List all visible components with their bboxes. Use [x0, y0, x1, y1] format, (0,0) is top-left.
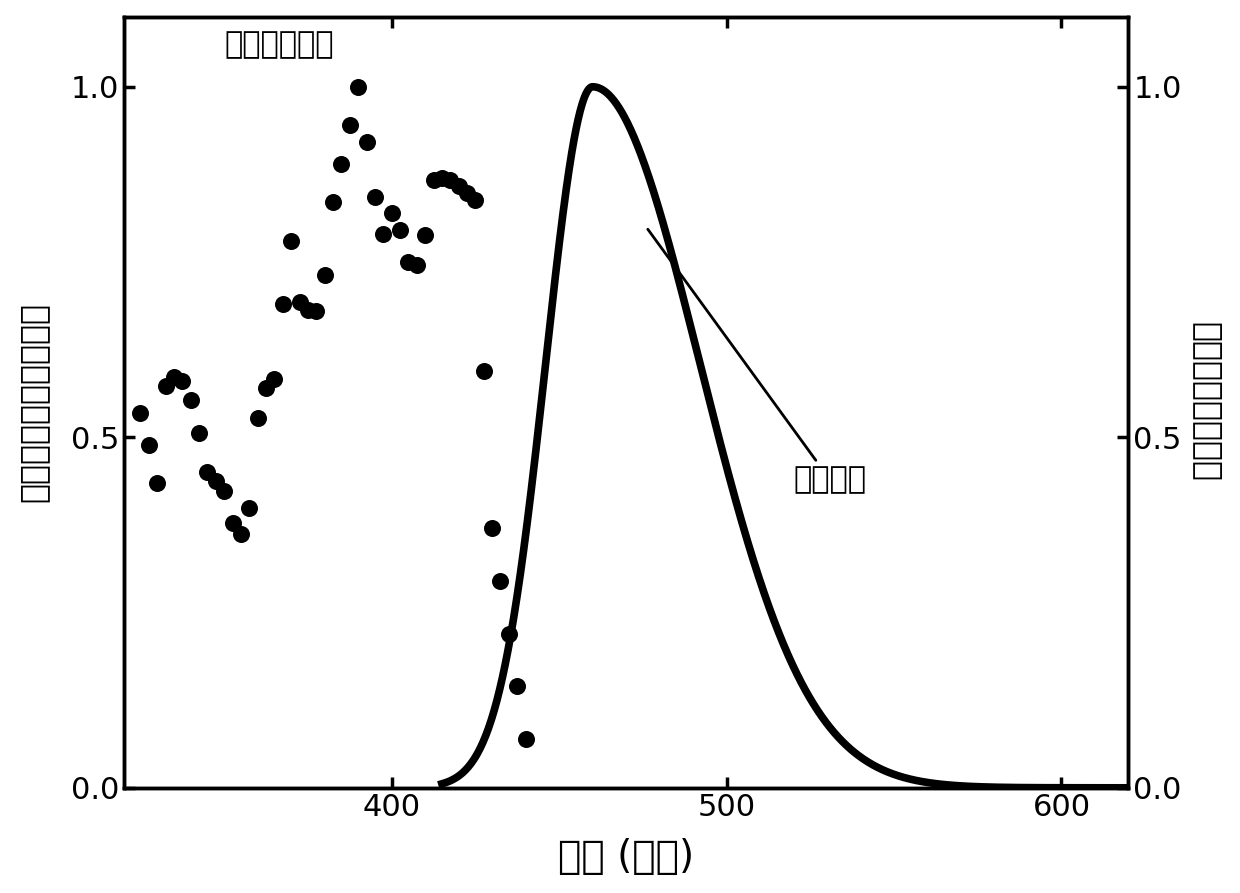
- Point: [415, 228, 435, 242]
- Point: [432, 171, 451, 185]
- Point: [357, 135, 377, 149]
- Point: [181, 393, 201, 407]
- Point: [172, 374, 192, 388]
- Point: [298, 303, 317, 317]
- Point: [407, 258, 427, 272]
- Point: [474, 363, 494, 378]
- Point: [197, 465, 217, 480]
- Point: [139, 438, 159, 453]
- Point: [340, 118, 360, 132]
- Point: [331, 157, 351, 171]
- Point: [306, 304, 326, 318]
- Point: [281, 234, 301, 248]
- Point: [498, 626, 518, 640]
- Point: [190, 425, 210, 439]
- Point: [239, 501, 259, 515]
- Point: [458, 186, 477, 200]
- Point: [248, 411, 268, 425]
- Point: [398, 255, 418, 270]
- Y-axis label: 归一化的紫外可见吸收: 归一化的紫外可见吸收: [16, 302, 50, 502]
- Point: [449, 179, 469, 193]
- Point: [257, 380, 277, 395]
- Point: [507, 679, 527, 693]
- X-axis label: 波长 (纳米): 波长 (纳米): [558, 839, 694, 876]
- Point: [516, 731, 536, 746]
- Point: [164, 370, 184, 384]
- Point: [482, 522, 502, 536]
- Point: [206, 473, 226, 488]
- Point: [491, 574, 511, 588]
- Point: [130, 406, 150, 421]
- Point: [273, 297, 293, 312]
- Text: 紫外可见吸收: 紫外可见吸收: [224, 29, 334, 59]
- Point: [373, 227, 393, 241]
- Point: [424, 173, 444, 188]
- Point: [315, 268, 335, 282]
- Point: [440, 173, 460, 188]
- Point: [231, 527, 250, 541]
- Point: [391, 223, 410, 238]
- Point: [365, 190, 384, 204]
- Point: [215, 483, 234, 497]
- Y-axis label: 归一化的荧光发射: 归一化的荧光发射: [1190, 322, 1224, 482]
- Point: [148, 476, 167, 490]
- Point: [465, 193, 485, 207]
- Point: [324, 196, 343, 210]
- Point: [156, 379, 176, 393]
- Point: [382, 206, 402, 221]
- Point: [348, 79, 368, 94]
- Point: [223, 516, 243, 530]
- Point: [290, 295, 310, 309]
- Point: [264, 372, 284, 387]
- Text: 荧光发射: 荧光发射: [647, 230, 867, 495]
